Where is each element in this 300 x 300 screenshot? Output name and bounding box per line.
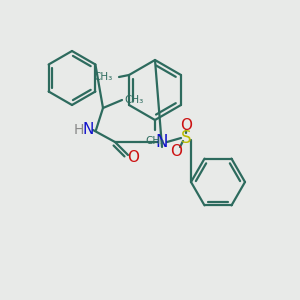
Text: CH₃: CH₃ (94, 72, 113, 82)
Text: N: N (82, 122, 94, 137)
Text: O: O (127, 149, 139, 164)
Text: CH₃: CH₃ (124, 95, 143, 105)
Text: N: N (156, 133, 168, 151)
Text: H: H (74, 123, 84, 137)
Text: CH₃: CH₃ (146, 136, 165, 146)
Text: O: O (170, 145, 182, 160)
Text: S: S (181, 129, 191, 147)
Text: O: O (180, 118, 192, 134)
